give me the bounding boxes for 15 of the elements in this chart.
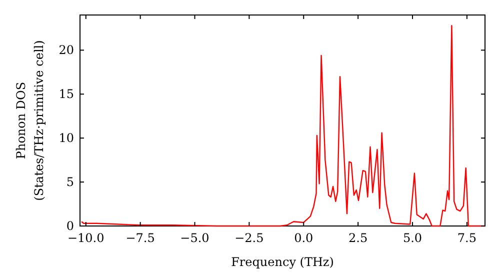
x-tick-label: −10.0 xyxy=(67,231,104,245)
y-tick-label: 0 xyxy=(66,219,74,233)
x-tick-label: 2.5 xyxy=(348,231,368,245)
x-tick-label: 5.0 xyxy=(402,231,422,245)
x-tick-label: −7.5 xyxy=(126,231,155,245)
x-axis-title: Frequency (THz) xyxy=(231,255,334,269)
y-tick-label: 10 xyxy=(58,131,74,146)
y-tick-label: 5 xyxy=(66,175,74,190)
x-tick-label: 7.5 xyxy=(457,231,476,245)
x-tick-label: −2.5 xyxy=(234,231,264,245)
y-tick-label: 20 xyxy=(58,43,74,58)
y-tick-label: 15 xyxy=(58,87,74,102)
x-tick-label: 0.0 xyxy=(294,231,314,245)
y-axis-title: Phonon DOS (States/THz·primitive cell) xyxy=(14,40,46,201)
x-tick-label: −5.0 xyxy=(180,231,210,245)
